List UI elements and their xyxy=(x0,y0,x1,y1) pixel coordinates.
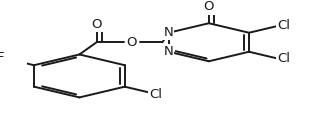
Text: Cl: Cl xyxy=(277,52,290,65)
Text: N: N xyxy=(164,26,174,39)
Text: Cl: Cl xyxy=(277,19,290,32)
Text: N: N xyxy=(164,45,174,58)
Text: O: O xyxy=(91,18,102,31)
Text: O: O xyxy=(204,0,214,13)
Text: O: O xyxy=(127,36,137,49)
Text: Cl: Cl xyxy=(149,87,163,101)
Text: F: F xyxy=(0,51,4,64)
